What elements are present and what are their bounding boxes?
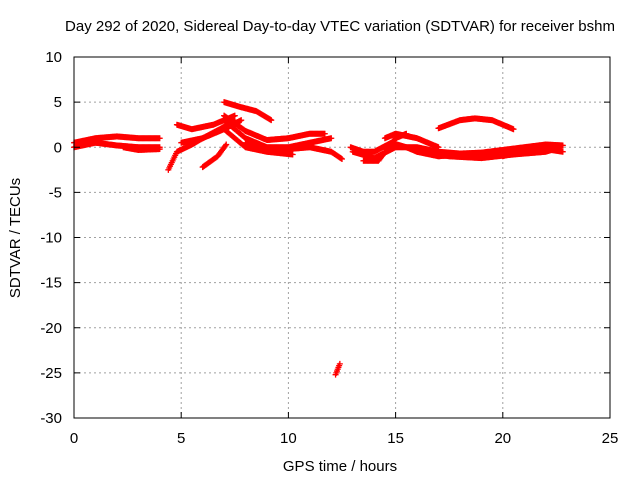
- series-arc13: [332, 360, 343, 378]
- series-arc19: [435, 141, 566, 157]
- data-point: [321, 130, 328, 137]
- x-tick-label: 0: [70, 430, 78, 447]
- x-tick-label: 25: [602, 430, 619, 447]
- data-point: [559, 148, 566, 155]
- data-point: [268, 117, 275, 124]
- y-tick-label: -10: [40, 230, 62, 247]
- y-tick-label: 10: [45, 49, 62, 66]
- data-point: [238, 117, 245, 124]
- data-point: [156, 146, 163, 153]
- series-arc3: [120, 144, 163, 153]
- x-axis-label: GPS time / hours: [283, 458, 397, 475]
- y-tick-label: 5: [54, 94, 62, 111]
- data-point: [559, 142, 566, 149]
- series-arc21: [499, 146, 566, 160]
- y-tick-label: -15: [40, 275, 62, 292]
- y-tick-label: 0: [54, 139, 62, 156]
- y-tick-label: -5: [49, 184, 62, 201]
- series-arc8: [221, 99, 275, 124]
- y-tick-label: -25: [40, 365, 62, 382]
- data-point: [328, 135, 335, 142]
- data-point: [222, 142, 229, 149]
- y-tick-label: -20: [40, 320, 62, 337]
- data-point: [156, 135, 163, 142]
- series-arc7: [199, 141, 230, 171]
- x-tick-label: 20: [494, 430, 511, 447]
- y-tick-label: -30: [40, 410, 62, 427]
- axis-ticks: 0 5 10 15 20 25 10 5 0 -5 -10 -15 -20 -25 -30: [40, 49, 618, 447]
- data-point: [289, 151, 296, 158]
- series-arc17: [381, 130, 442, 151]
- data-point: [339, 155, 345, 162]
- data-point: [223, 141, 230, 148]
- chart-title: Day 292 of 2020, Sidereal Day-to-day VTE…: [65, 18, 615, 35]
- y-axis-label: SDTVAR / TECUs: [7, 178, 24, 298]
- data-point: [510, 126, 517, 133]
- x-tick-label: 10: [280, 430, 297, 447]
- series-arc12: [242, 139, 345, 162]
- series-arc1: [71, 133, 163, 146]
- series-arc20: [435, 115, 517, 133]
- series-arc9: [221, 112, 328, 144]
- x-tick-label: 15: [387, 430, 404, 447]
- x-tick-label: 5: [177, 430, 185, 447]
- data-point: [336, 360, 343, 367]
- data-series: [71, 99, 566, 378]
